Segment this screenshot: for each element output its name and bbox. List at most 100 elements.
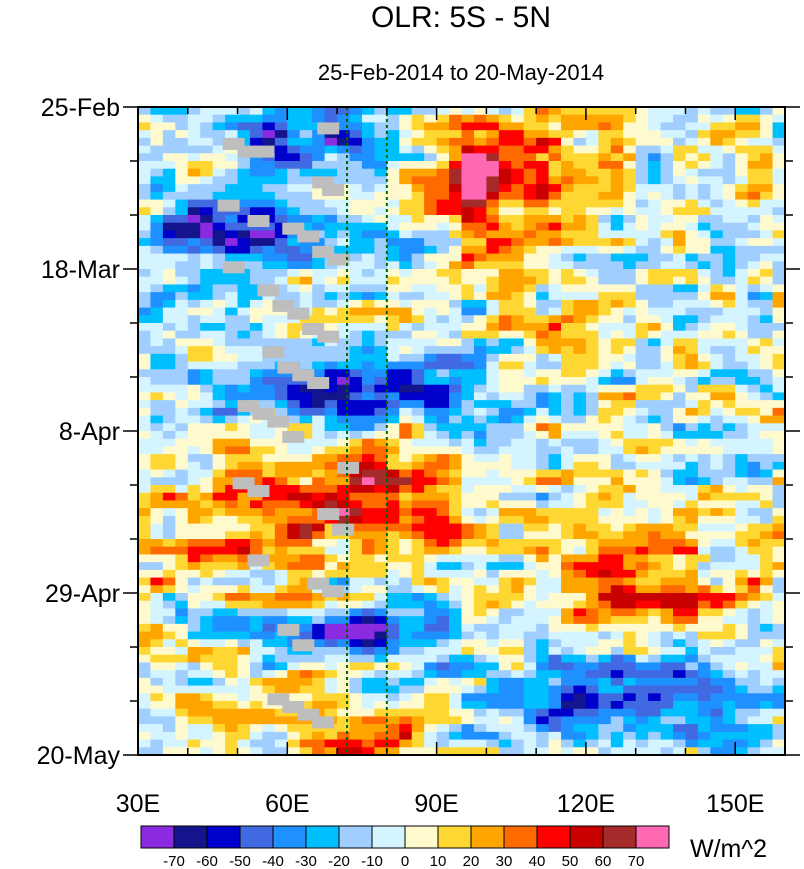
heatmap-cell <box>386 515 400 525</box>
heatmap-cell <box>511 114 525 124</box>
heatmap-cell <box>138 415 152 424</box>
heatmap-cell <box>200 685 214 694</box>
heatmap-cell <box>735 446 749 455</box>
heatmap-cell <box>548 647 562 656</box>
heatmap-cell <box>710 616 724 625</box>
heatmap-cell <box>461 392 475 401</box>
heatmap-cell <box>324 361 338 370</box>
heatmap-cell <box>287 716 301 725</box>
missing-cell <box>247 215 270 227</box>
heatmap-cell <box>361 693 375 702</box>
heatmap-cell <box>225 361 239 370</box>
heatmap-cell <box>411 454 425 463</box>
heatmap-cell <box>138 677 152 687</box>
heatmap-cell <box>361 485 375 494</box>
heatmap-cell <box>772 292 785 301</box>
heatmap-cell <box>648 593 662 602</box>
heatmap-cell <box>274 539 288 548</box>
heatmap-cell <box>498 222 512 232</box>
heatmap-cell <box>561 153 575 162</box>
heatmap-cell <box>424 438 438 448</box>
heatmap-cell <box>772 407 785 417</box>
heatmap-cell <box>561 323 575 332</box>
heatmap-cell <box>237 724 251 733</box>
heatmap-cell <box>660 261 674 270</box>
heatmap-cell <box>262 338 276 347</box>
heatmap-cell <box>486 346 500 355</box>
heatmap-cell <box>722 222 736 232</box>
heatmap-cell <box>187 176 201 185</box>
heatmap-cell <box>548 338 562 347</box>
heatmap-cell <box>424 338 438 347</box>
heatmap-cell <box>162 500 176 509</box>
heatmap-cell <box>386 392 400 401</box>
heatmap-cell <box>175 693 189 702</box>
heatmap-cell <box>648 107 662 116</box>
heatmap-cell <box>349 608 363 617</box>
heatmap-cell <box>585 145 599 154</box>
heatmap-cell <box>548 454 562 463</box>
heatmap-cell <box>573 446 587 455</box>
heatmap-cell <box>424 639 438 648</box>
heatmap-cell <box>722 191 736 201</box>
heatmap-cell <box>710 330 724 340</box>
heatmap-cell <box>175 137 189 147</box>
heatmap-cell <box>274 377 288 386</box>
heatmap-cell <box>747 670 761 679</box>
heatmap-cell <box>511 623 525 633</box>
heatmap-cell <box>274 454 288 463</box>
heatmap-cell <box>610 554 624 563</box>
heatmap-cell <box>237 292 251 301</box>
heatmap-cell <box>175 485 189 494</box>
heatmap-cell <box>511 469 525 478</box>
heatmap-cell <box>374 415 388 424</box>
heatmap-cell <box>349 423 363 432</box>
heatmap-cell <box>436 346 450 355</box>
heatmap-cell <box>225 724 239 733</box>
heatmap-cell <box>187 492 201 502</box>
heatmap-cell <box>648 731 662 741</box>
heatmap-cell <box>175 623 189 633</box>
heatmap-cell <box>685 400 699 409</box>
heatmap-cell <box>424 107 438 116</box>
heatmap-cell <box>237 639 251 648</box>
heatmap-cell <box>598 261 612 270</box>
heatmap-cell <box>324 647 338 656</box>
heatmap-cell <box>249 515 264 525</box>
heatmap-cell <box>598 639 612 648</box>
heatmap-cell <box>386 431 400 440</box>
heatmap-cell <box>287 554 301 563</box>
heatmap-cell <box>349 508 363 517</box>
heatmap-cell <box>299 623 313 633</box>
heatmap-cell <box>523 446 537 455</box>
heatmap-cell <box>274 639 288 648</box>
heatmap-cell <box>187 708 201 718</box>
heatmap-cell <box>225 438 239 448</box>
heatmap-cell <box>648 616 662 625</box>
heatmap-cell <box>138 500 152 509</box>
heatmap-cell <box>735 353 749 363</box>
heatmap-cell <box>411 423 425 432</box>
heatmap-cell <box>138 261 152 270</box>
heatmap-cell <box>299 207 313 216</box>
heatmap-cell <box>312 539 326 548</box>
heatmap-cell <box>461 747 475 755</box>
heatmap-cell <box>187 438 201 448</box>
heatmap-cell <box>710 199 724 208</box>
heatmap-cell <box>175 230 189 239</box>
heatmap-cell <box>561 130 575 139</box>
heatmap-cell <box>623 677 637 687</box>
heatmap-cell <box>249 423 264 432</box>
heatmap-cell <box>610 485 624 494</box>
heatmap-cell <box>287 330 301 340</box>
heatmap-cell <box>722 515 736 525</box>
missing-cell <box>297 230 320 243</box>
heatmap-cell <box>573 407 587 417</box>
heatmap-cell <box>299 107 313 116</box>
heatmap-cell <box>660 492 674 502</box>
heatmap-cell <box>449 161 463 170</box>
heatmap-cell <box>523 531 537 540</box>
heatmap-cell <box>449 292 463 301</box>
heatmap-cell <box>735 670 749 679</box>
heatmap-cell <box>150 569 164 579</box>
